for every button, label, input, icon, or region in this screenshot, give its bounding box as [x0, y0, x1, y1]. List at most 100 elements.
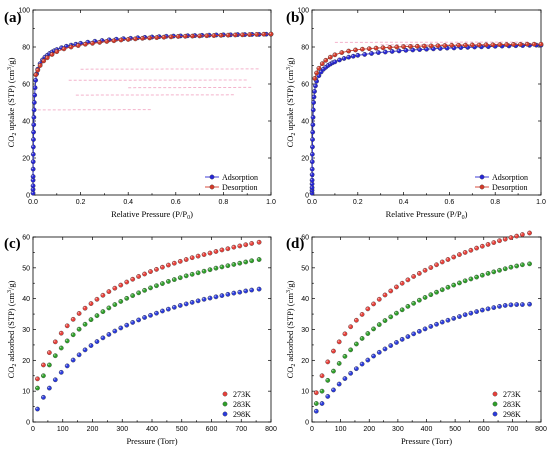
data-point — [124, 295, 130, 301]
data-point-highlight — [248, 33, 250, 35]
data-point-highlight — [408, 44, 411, 47]
data-point — [348, 370, 354, 376]
data-point — [142, 287, 147, 293]
data-point-highlight — [160, 265, 163, 268]
data-point — [502, 303, 508, 308]
series-298k — [313, 301, 532, 414]
data-point-highlight — [337, 58, 340, 61]
data-point — [49, 52, 55, 57]
data-point-highlight — [440, 288, 443, 290]
y-tick-label: 40 — [22, 296, 30, 303]
data-point — [112, 302, 118, 307]
data-point-highlight — [42, 59, 44, 61]
data-point — [457, 252, 462, 257]
legend-label: 283K — [503, 400, 521, 409]
data-point-highlight — [372, 302, 374, 305]
data-point-highlight — [125, 323, 127, 326]
series-desorption — [312, 41, 544, 81]
data-point-highlight — [497, 268, 500, 271]
data-point-highlight — [43, 55, 45, 58]
data-point — [382, 318, 388, 323]
data-point — [165, 279, 171, 284]
data-point — [451, 254, 457, 260]
legend-label: 273K — [233, 390, 251, 399]
data-point-highlight — [446, 318, 449, 321]
data-point-highlight — [45, 53, 48, 56]
data-point-highlight — [331, 388, 334, 391]
data-point — [30, 183, 36, 189]
data-point-highlight — [45, 56, 48, 58]
data-point-highlight — [32, 101, 35, 103]
data-point-highlight — [238, 261, 240, 264]
data-point-highlight — [196, 271, 199, 273]
data-point — [213, 265, 219, 271]
data-point — [468, 310, 474, 316]
data-point-highlight — [220, 248, 223, 251]
data-point-highlight — [366, 307, 368, 309]
data-point-highlight — [470, 43, 473, 46]
panel-letter: (c) — [4, 236, 21, 252]
data-point — [313, 408, 319, 414]
data-point-highlight — [404, 48, 406, 51]
data-point-highlight — [497, 304, 500, 307]
data-point — [160, 281, 165, 286]
legend-marker — [209, 174, 215, 180]
data-point — [310, 129, 316, 135]
data-point — [479, 307, 485, 313]
x-tick-label: 200 — [363, 426, 375, 433]
data-point — [231, 244, 237, 250]
data-point-highlight — [374, 46, 377, 49]
data-point — [213, 294, 219, 300]
x-tick-label: 700 — [507, 426, 519, 433]
data-point-highlight — [354, 367, 357, 369]
x-tick-label: 0.2 — [76, 199, 86, 206]
data-point-highlight — [320, 402, 323, 404]
data-point — [428, 324, 434, 329]
data-point-highlight — [313, 84, 316, 86]
data-point-highlight — [244, 289, 246, 292]
data-point-highlight — [311, 138, 313, 140]
data-point-highlight — [486, 242, 489, 245]
data-point — [428, 265, 434, 270]
data-point-highlight — [113, 286, 115, 289]
data-point — [168, 34, 174, 40]
data-point-highlight — [89, 302, 92, 304]
data-point — [365, 331, 371, 336]
data-point — [442, 43, 448, 48]
data-point-highlight — [184, 258, 187, 260]
data-point-highlight — [381, 46, 384, 48]
data-point — [382, 292, 388, 298]
data-point — [485, 242, 491, 247]
data-point-highlight — [65, 324, 68, 326]
y-tick-label: 40 — [301, 296, 309, 303]
data-point-highlight — [435, 322, 437, 325]
data-point — [70, 332, 76, 338]
data-point — [380, 45, 386, 51]
data-point — [518, 42, 523, 47]
data-point — [106, 305, 112, 311]
data-point-highlight — [233, 33, 236, 36]
data-point — [388, 314, 394, 320]
data-point — [462, 250, 468, 255]
data-point — [311, 100, 316, 105]
data-point — [41, 362, 46, 368]
data-point-highlight — [31, 138, 34, 140]
data-point-highlight — [219, 33, 222, 36]
data-point-highlight — [131, 320, 133, 323]
y-tick-label: 100 — [18, 8, 30, 15]
data-point — [30, 166, 36, 172]
data-point — [231, 262, 237, 267]
data-point-highlight — [313, 89, 315, 92]
data-point-highlight — [208, 268, 211, 270]
y-tick-label: 0 — [26, 420, 30, 427]
data-point-highlight — [539, 42, 542, 45]
data-point — [428, 43, 434, 49]
data-point — [339, 50, 345, 55]
data-point-highlight — [354, 48, 356, 51]
data-point-highlight — [349, 371, 351, 374]
data-point-highlight — [107, 332, 109, 335]
data-point-highlight — [155, 36, 157, 38]
data-point — [365, 357, 371, 363]
data-point — [439, 259, 445, 265]
data-point — [319, 401, 325, 406]
